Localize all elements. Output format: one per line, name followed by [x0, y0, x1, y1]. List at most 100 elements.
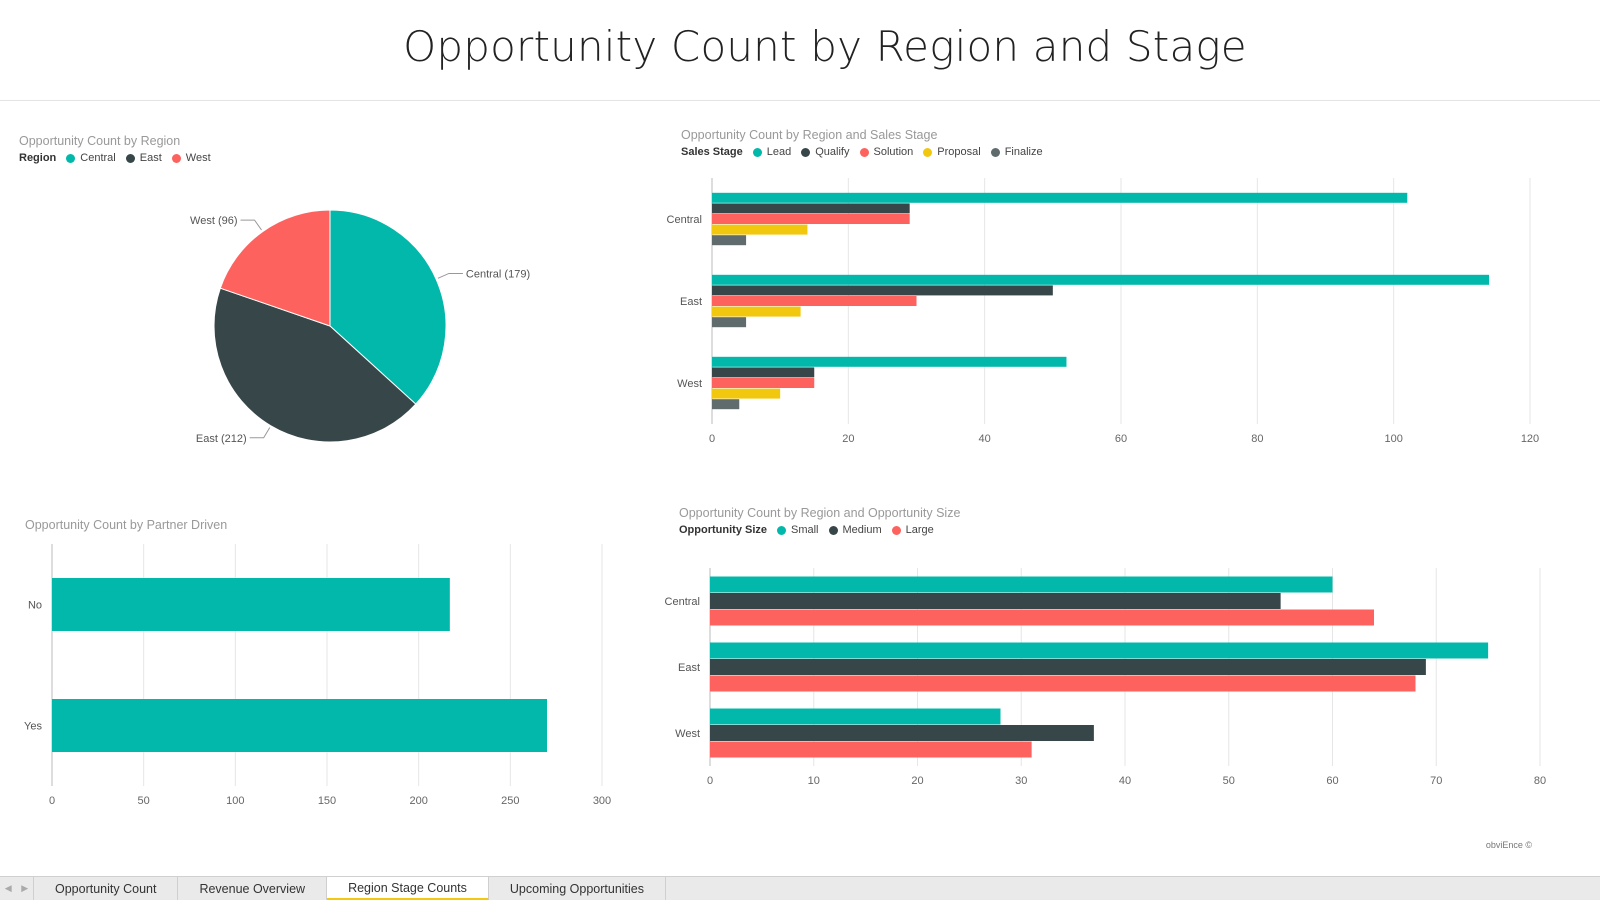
legend-label: Lead: [766, 146, 792, 158]
legend-label: Small: [791, 524, 819, 536]
legend-item-east[interactable]: East: [125, 152, 162, 164]
x-tick-label: 120: [1521, 433, 1539, 445]
tab-scroll-controls: ◀ ▶: [0, 877, 34, 900]
bar-east-solution[interactable]: [712, 296, 917, 306]
x-tick-label: 60: [1326, 775, 1338, 787]
legend-title: Region: [19, 152, 57, 164]
bar-yes[interactable]: [52, 699, 547, 752]
legend-dot-icon: [801, 147, 811, 157]
x-tick-label: 40: [1119, 775, 1131, 787]
x-tick-label: 20: [911, 775, 923, 787]
bar-west-lead[interactable]: [712, 356, 1067, 367]
bar-central-proposal[interactable]: [712, 224, 808, 235]
pie-slice-east[interactable]: [213, 287, 417, 443]
pie-data-label: West (96): [190, 215, 237, 227]
partner-chart-title: Opportunity Count by Partner Driven: [25, 518, 228, 532]
bar-central-medium[interactable]: [710, 593, 1281, 609]
bar-west-solution[interactable]: [712, 378, 815, 388]
legend-dot-icon: [859, 147, 869, 157]
x-tick-label: 80: [1534, 775, 1546, 787]
x-tick-label: 0: [709, 433, 715, 445]
bar-west-finalize[interactable]: [712, 399, 740, 410]
x-tick-label: 50: [138, 795, 150, 807]
legend-item-finalize[interactable]: Finalize: [990, 146, 1043, 158]
legend-item-qualify[interactable]: Qualify: [801, 146, 850, 158]
bar-west-medium[interactable]: [710, 725, 1094, 741]
bar-central-large[interactable]: [710, 609, 1374, 626]
x-tick-label: 40: [979, 433, 991, 445]
tab-scroll-right-icon[interactable]: ▶: [21, 883, 29, 893]
bar-west-small[interactable]: [710, 708, 1001, 725]
bar-east-finalize[interactable]: [712, 317, 747, 328]
bar-east-proposal[interactable]: [712, 306, 801, 317]
y-category-label: Yes: [24, 721, 42, 733]
bar-east-lead[interactable]: [712, 274, 1490, 285]
legend-item-large[interactable]: Large: [891, 524, 934, 536]
legend-item-central[interactable]: Central: [66, 152, 116, 164]
bar-central-solution[interactable]: [712, 214, 910, 224]
legend-item-medium[interactable]: Medium: [828, 524, 882, 536]
legend-item-west[interactable]: West: [171, 152, 211, 164]
legend-item-lead[interactable]: Lead: [752, 146, 792, 158]
legend-label: Medium: [842, 524, 882, 536]
tab-region-stage-counts[interactable]: Region Stage Counts: [327, 877, 489, 900]
bar-east-qualify[interactable]: [712, 285, 1053, 296]
pie-slice-central[interactable]: [329, 209, 447, 405]
bar-west-qualify[interactable]: [712, 367, 815, 378]
legend-dot-icon: [990, 147, 1000, 157]
size-bar-chart: 0 10 20 30 40 50 60 70 80 Central East West: [665, 568, 1546, 787]
tab-upcoming-opportunities[interactable]: Upcoming Opportunities: [488, 877, 667, 900]
legend-dot-icon: [923, 147, 933, 157]
pie-chart-legend: Region Central East West: [19, 152, 221, 164]
bar-central-finalize[interactable]: [712, 235, 747, 246]
legend-item-solution[interactable]: Solution: [859, 146, 914, 158]
legend-item-small[interactable]: Small: [777, 524, 819, 536]
x-tick-label: 150: [318, 795, 336, 807]
pie-leader-line: [437, 272, 463, 279]
x-tick-label: 70: [1430, 775, 1442, 787]
legend-label: West: [185, 152, 211, 164]
bar-central-lead[interactable]: [712, 192, 1408, 203]
tab-scroll-left-icon[interactable]: ◀: [4, 883, 12, 893]
tab-opportunity-count[interactable]: Opportunity Count: [34, 877, 179, 900]
x-tick-label: 0: [707, 775, 713, 787]
y-category-label: West: [675, 728, 700, 740]
bar-east-medium[interactable]: [710, 659, 1426, 675]
pie-chart: Central (179) East (212) West (96): [190, 209, 530, 445]
size-chart-legend: Opportunity Size Small Medium Large: [679, 524, 944, 536]
tab-revenue-overview[interactable]: Revenue Overview: [178, 877, 328, 900]
bar-west-large[interactable]: [710, 741, 1032, 758]
legend-dot-icon: [777, 525, 786, 535]
y-category-label: Central: [667, 214, 702, 226]
bar-central-qualify[interactable]: [712, 203, 910, 214]
pie-data-label: East (212): [196, 433, 247, 445]
legend-dot-icon: [125, 153, 135, 163]
legend-label: Solution: [873, 146, 914, 158]
legend-item-proposal[interactable]: Proposal: [923, 146, 981, 158]
legend-label: East: [139, 152, 162, 164]
x-tick-label: 0: [49, 795, 55, 807]
legend-dot-icon: [828, 525, 838, 535]
title-divider: [0, 100, 1600, 101]
bar-central-small[interactable]: [710, 576, 1333, 593]
legend-label: Central: [80, 152, 116, 164]
legend-title: Opportunity Size: [679, 524, 767, 536]
legend-label: Large: [905, 524, 934, 536]
bar-west-proposal[interactable]: [712, 388, 781, 399]
y-category-label: West: [677, 378, 702, 390]
x-tick-label: 10: [808, 775, 820, 787]
pie-slice-west[interactable]: [219, 209, 331, 327]
bar-east-small[interactable]: [710, 642, 1489, 659]
page-tab-bar: ◀ ▶ Opportunity Count Revenue Overview Reg…: [0, 876, 1600, 900]
bar-east-large[interactable]: [710, 675, 1416, 692]
pie-leader-line: [240, 219, 262, 231]
y-category-label: East: [678, 662, 700, 674]
x-tick-label: 200: [409, 795, 427, 807]
legend-dot-icon: [66, 153, 76, 163]
x-tick-label: 20: [842, 433, 854, 445]
x-tick-label: 100: [1384, 433, 1402, 445]
x-tick-label: 250: [501, 795, 519, 807]
page-title: Opportunity Count by Region and Stage: [403, 22, 1247, 71]
bar-no[interactable]: [52, 578, 450, 631]
y-category-label: East: [680, 296, 702, 308]
